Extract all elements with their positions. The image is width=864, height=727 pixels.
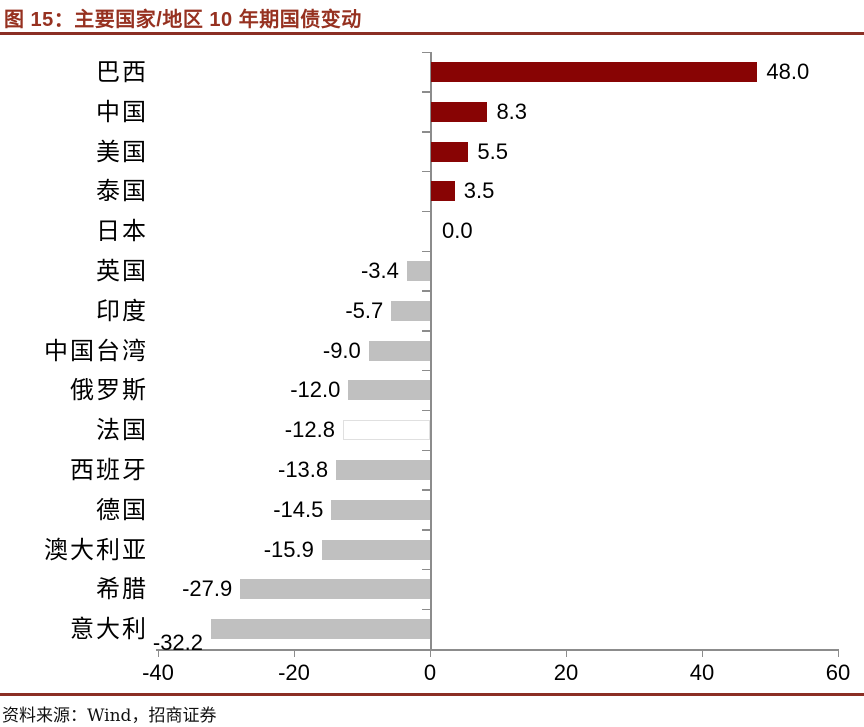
y-tick-mark — [422, 568, 430, 571]
value-label: -9.0 — [322, 337, 361, 363]
y-tick-mark — [422, 489, 430, 491]
y-tick-mark — [422, 369, 430, 372]
value-label: 48.0 — [766, 58, 810, 84]
bar — [431, 181, 455, 202]
x-tick-label: 20 — [553, 660, 579, 685]
category-label: 日本 — [96, 217, 148, 246]
x-tick-mark — [157, 649, 159, 657]
x-tick-label: -40 — [142, 660, 174, 685]
bar — [431, 101, 488, 122]
category-label: 意大利 — [70, 615, 148, 644]
category-label: 希腊 — [96, 575, 148, 604]
value-label: -3.4 — [360, 257, 399, 283]
x-axis-line — [156, 649, 838, 651]
bar — [240, 579, 430, 600]
bar — [368, 340, 430, 361]
y-tick-mark — [422, 210, 430, 213]
x-tick-mark — [565, 649, 567, 657]
category-label: 印度 — [96, 296, 148, 325]
bar — [406, 260, 430, 281]
y-tick-mark — [422, 91, 430, 93]
y-axis-line — [430, 52, 432, 649]
x-tick-label: 0 — [423, 660, 437, 685]
y-tick-mark — [422, 449, 430, 451]
value-label: -5.7 — [345, 297, 384, 323]
category-label: 美国 — [96, 137, 148, 166]
bar — [342, 420, 430, 441]
value-label: 0.0 — [442, 218, 473, 244]
x-tick-mark — [293, 649, 295, 657]
category-label: 中国台湾 — [44, 336, 148, 365]
x-tick-mark — [429, 649, 431, 657]
bar — [336, 459, 430, 480]
value-label: -27.9 — [182, 576, 233, 602]
value-label: -12.8 — [284, 417, 335, 443]
bar — [348, 380, 430, 401]
value-label: 5.5 — [477, 138, 508, 164]
y-tick-mark — [422, 529, 430, 531]
x-tick-label: 60 — [825, 660, 851, 685]
y-tick-mark — [422, 131, 430, 133]
value-label: -12.0 — [290, 377, 341, 403]
y-tick-mark — [422, 250, 430, 252]
y-tick-mark — [422, 51, 430, 53]
value-label: -13.8 — [278, 456, 329, 482]
bar — [211, 619, 430, 640]
value-label: 8.3 — [496, 98, 528, 124]
bar — [431, 61, 758, 82]
value-label: 3.5 — [463, 178, 495, 204]
category-label: 英国 — [96, 256, 148, 285]
category-label: 德国 — [96, 495, 148, 524]
y-tick-mark — [422, 608, 430, 611]
footer-rule — [0, 693, 864, 696]
x-tick-mark — [701, 649, 703, 657]
bar — [431, 141, 469, 162]
y-tick-mark — [422, 170, 430, 173]
bar — [321, 539, 430, 560]
x-tick-mark — [837, 649, 839, 657]
y-tick-mark — [422, 290, 430, 292]
figure-title: 图 15：主要国家/地区 10 年期国债变动 — [4, 9, 362, 31]
header-rule — [0, 32, 864, 35]
category-label: 巴西 — [96, 57, 148, 86]
y-tick-mark — [422, 409, 430, 412]
category-label: 澳大利亚 — [44, 535, 148, 564]
category-label: 法国 — [96, 416, 148, 445]
value-label: -32.2 — [152, 630, 204, 656]
y-tick-mark — [422, 330, 430, 332]
bar — [331, 499, 430, 520]
x-tick-label: -20 — [278, 660, 310, 685]
value-label: -15.9 — [263, 536, 314, 562]
category-label: 俄罗斯 — [70, 376, 148, 405]
x-tick-label: 40 — [689, 660, 715, 685]
bar — [391, 300, 430, 321]
category-label: 西班牙 — [70, 455, 148, 484]
value-label: -14.5 — [273, 496, 324, 522]
category-label: 泰国 — [96, 177, 148, 206]
source-note: 资料来源：Wind，招商证券 — [2, 706, 217, 726]
category-label: 中国 — [96, 97, 148, 126]
